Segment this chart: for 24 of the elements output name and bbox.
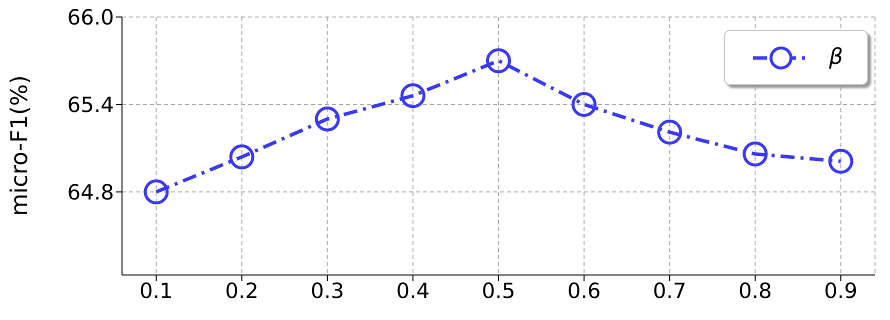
point xyxy=(229,144,254,170)
point xyxy=(828,148,854,174)
y-tick-label: 64.8 xyxy=(67,180,114,204)
x-tick-label: 0.7 xyxy=(652,278,686,303)
x-tick-label: 0.9 xyxy=(824,278,858,303)
x-tick-label: 0.3 xyxy=(310,278,344,303)
legend-box: β xyxy=(724,30,868,85)
x-tick-label: 0.6 xyxy=(567,278,601,303)
point xyxy=(572,92,597,117)
y-axis-title: micro-F1(%) xyxy=(7,75,34,216)
x-tick-label: 0.1 xyxy=(140,278,173,303)
point xyxy=(742,142,768,167)
point xyxy=(657,120,682,145)
point xyxy=(400,83,426,108)
legend-label: β xyxy=(828,45,843,70)
point xyxy=(144,179,169,204)
y-tick-label: 66.0 xyxy=(67,5,114,30)
point xyxy=(314,106,340,132)
x-tick-label: 0.5 xyxy=(482,278,516,303)
x-tick-label: 0.8 xyxy=(738,278,772,303)
y-tick-label: 65.4 xyxy=(67,92,114,117)
point xyxy=(486,48,511,74)
x-tick-label: 0.2 xyxy=(225,278,258,303)
x-tick-label: 0.4 xyxy=(396,278,430,303)
